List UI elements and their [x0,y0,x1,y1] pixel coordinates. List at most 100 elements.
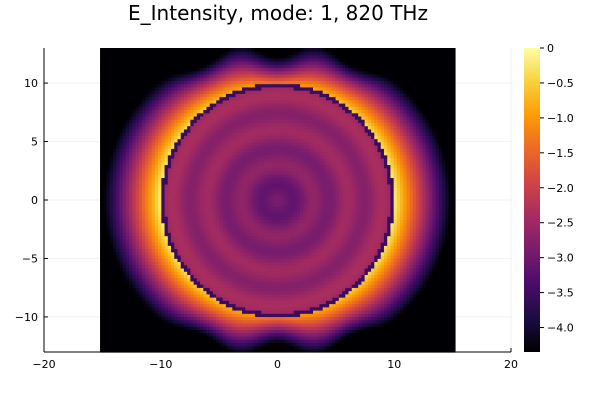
heatmap-cell [174,216,179,221]
heatmap-cell [158,216,162,221]
heatmap-cell [322,326,327,330]
heatmap-cell [177,319,182,324]
heatmap-cell [309,326,314,330]
heatmap-cell [119,225,124,230]
heatmap-cell [448,339,453,343]
heatmap-cell [445,309,450,314]
heatmap-cell [383,313,388,318]
heatmap-cell [290,267,295,272]
heatmap-cell [448,303,453,308]
heatmap-cell [287,222,292,227]
heatmap-cell [109,271,114,275]
heatmap-cell [322,258,327,263]
heatmap-cell [451,313,456,318]
heatmap-cell [232,342,237,347]
heatmap-cell [154,335,159,340]
heatmap-cell [261,274,266,279]
heatmap-cell [200,203,204,208]
heatmap-cell [212,219,217,224]
heatmap-cell [374,206,379,211]
heatmap-cell [445,293,450,298]
heatmap-cell [116,235,120,240]
heatmap-cell [277,313,282,318]
heatmap-cell [371,251,375,256]
heatmap-cell [254,264,259,269]
heatmap-cell [393,212,398,217]
heatmap-cell [235,264,240,269]
heatmap-cell [303,277,308,282]
heatmap-cell [296,225,301,230]
heatmap-cell [332,280,337,285]
heatmap-cell [254,229,259,233]
heatmap-cell [100,216,104,221]
heatmap-cell [422,326,427,330]
heatmap-cell [419,242,424,246]
heatmap-cell [112,293,117,298]
heatmap-cell [319,280,324,285]
heatmap-cell [293,258,298,263]
heatmap-cell [371,261,375,266]
heatmap-cell [338,345,343,350]
heatmap-cell [367,332,372,337]
heatmap-cell [161,248,166,253]
heatmap-cell [193,261,198,266]
heatmap-cell [116,251,120,256]
heatmap-cell [419,280,424,285]
heatmap-cell [403,297,408,301]
heatmap-cell [429,290,433,295]
heatmap-cell [332,297,337,301]
heatmap-cell [287,212,292,217]
heatmap-cell [180,332,185,337]
heatmap-cell [409,316,414,321]
heatmap-cell [287,348,292,353]
heatmap-cell [196,306,201,311]
heatmap-cell [296,345,301,350]
heatmap-cell [451,251,456,256]
heatmap-cell [442,335,446,340]
heatmap-cell [158,290,162,295]
heatmap-cell [229,258,233,263]
heatmap-cell [306,267,311,272]
heatmap-cell [203,222,208,227]
heatmap-cell [193,235,198,240]
heatmap-cell [300,261,304,266]
heatmap-cell [409,261,414,266]
heatmap-cell [216,235,221,240]
heatmap-cell [122,209,127,214]
heatmap-cell [206,203,211,208]
heatmap-cell [374,245,379,250]
heatmap-cell [151,284,156,288]
heatmap-cell [435,238,440,243]
heatmap-cell [222,290,227,295]
heatmap-cell [225,219,230,224]
heatmap-cell [141,293,146,298]
heatmap-cell [183,309,188,314]
heatmap-cell [251,229,256,233]
heatmap-cell [442,264,446,269]
heatmap-cell [106,209,111,214]
heatmap-cell [267,332,272,337]
heatmap-cell [277,238,282,243]
heatmap-cell [151,322,156,327]
heatmap-cell [251,309,256,314]
heatmap-cell [383,332,388,337]
heatmap-cell [280,258,285,263]
heatmap-cell [342,293,346,298]
heatmap-cell [371,316,375,321]
heatmap-cell [206,339,211,343]
heatmap-cell [445,345,450,350]
heatmap-cell [351,332,356,337]
heatmap-cell [125,267,130,272]
heatmap-cell [222,309,227,314]
heatmap-cell [190,264,195,269]
heatmap-cell [283,342,288,347]
heatmap-cell [264,242,269,246]
heatmap-cell [158,238,162,243]
heatmap-cell [251,274,256,279]
heatmap-cell [380,219,385,224]
heatmap-cell [425,339,430,343]
heatmap-cell [242,258,246,263]
heatmap-cell [345,245,350,250]
heatmap-cell [403,216,408,221]
heatmap-cell [254,232,259,237]
